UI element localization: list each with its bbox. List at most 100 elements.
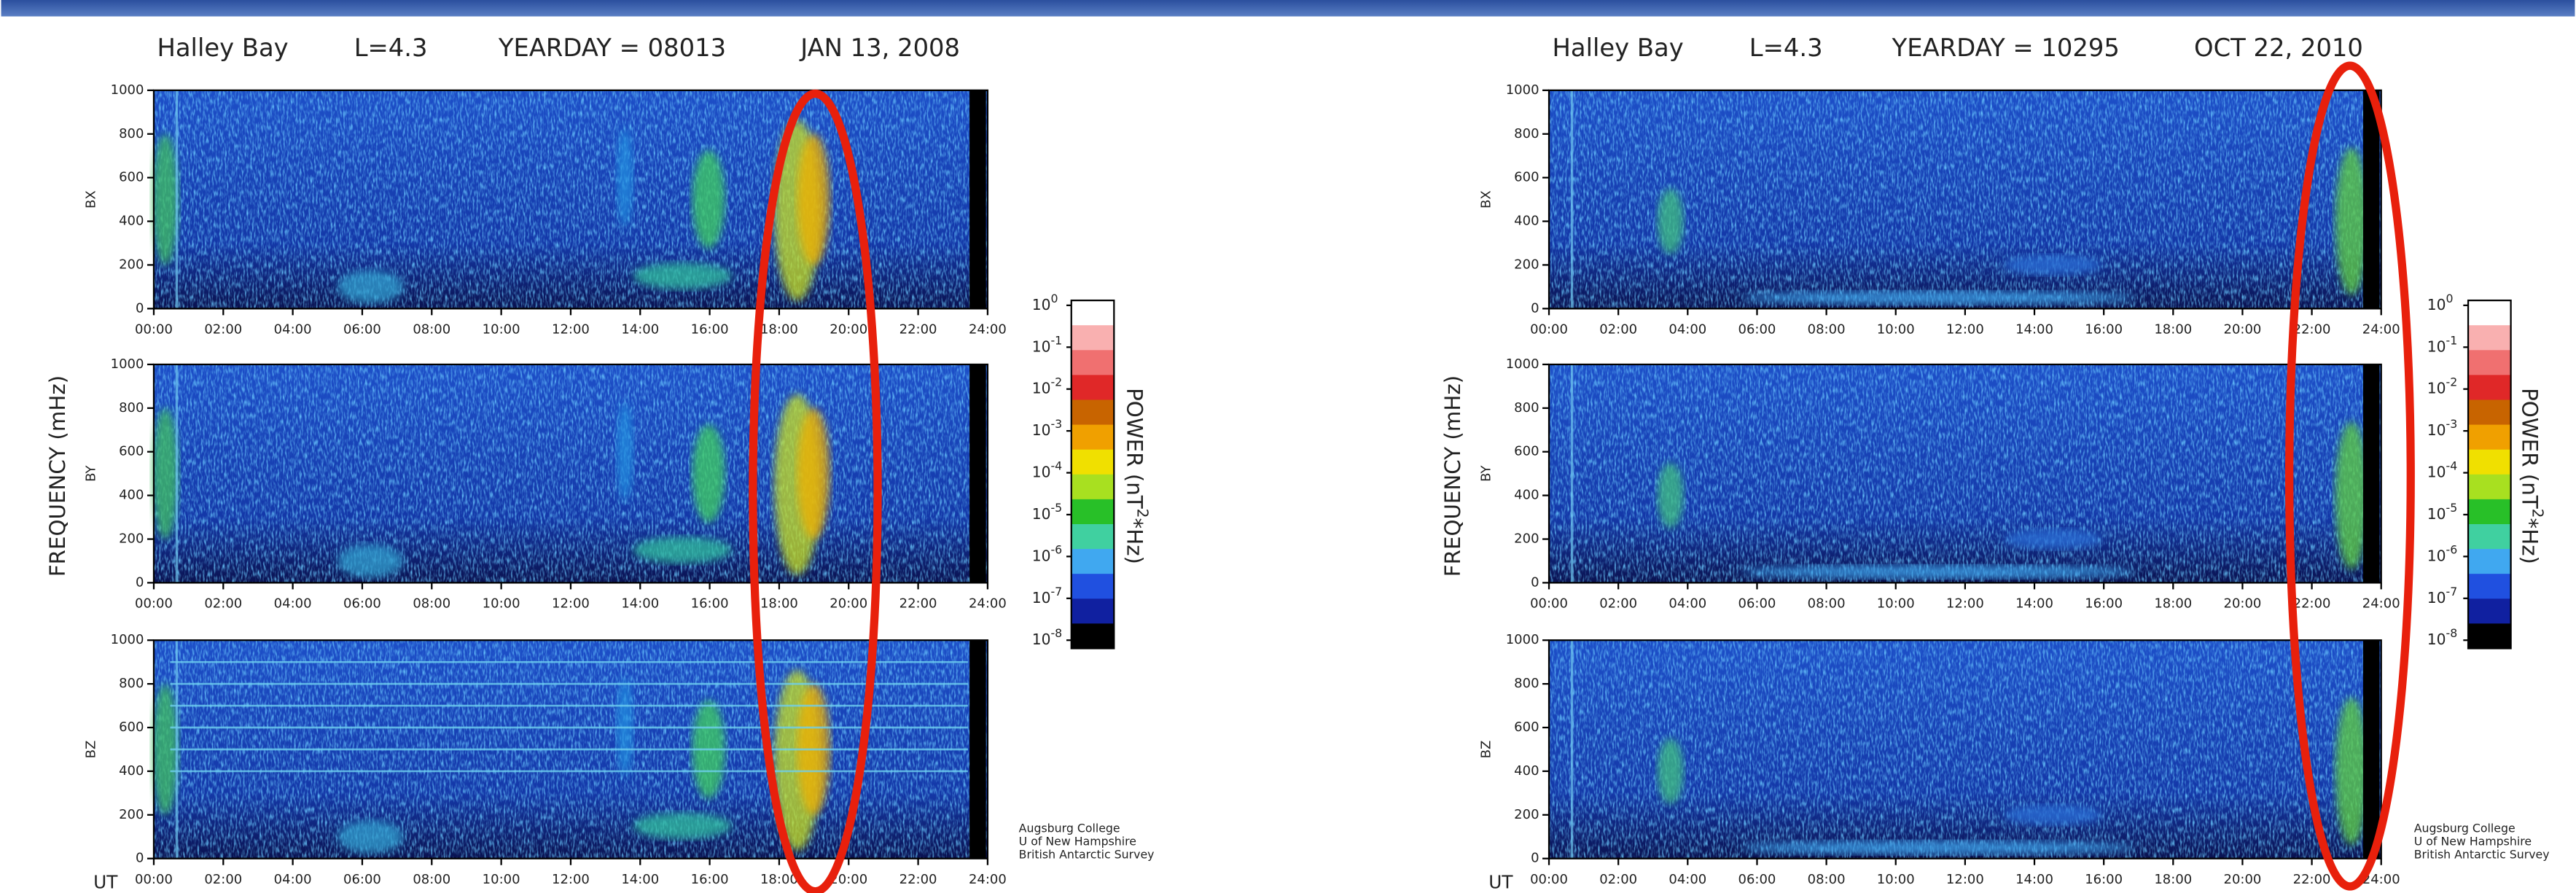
x-tick-label: 00:00 <box>1530 872 1568 887</box>
x-tick-label: 12:00 <box>1946 872 1984 887</box>
y-axis-label: FREQUENCY (mHz) <box>1440 375 1465 577</box>
x-tick-label: 24:00 <box>969 596 1007 612</box>
x-tick-label: 08:00 <box>1808 596 1846 612</box>
x-tick-label: 20:00 <box>2224 872 2262 887</box>
colorbar-tick-exponent: -7 <box>2446 584 2458 598</box>
x-tick-label: 10:00 <box>483 596 520 612</box>
colorbar-tick-base: 10 <box>2427 379 2446 397</box>
colorbar-tick-exponent: -6 <box>1050 542 1062 556</box>
emission-blob <box>2003 529 2102 550</box>
x-tick-label: 10:00 <box>1877 872 1915 887</box>
colorbar-band <box>1071 574 1115 599</box>
emission-blob <box>2003 805 2102 825</box>
colorbar-frame <box>1070 299 1115 650</box>
y-tick-label: 200 <box>119 257 144 272</box>
colorbar-tick-label: 10-6 <box>1032 542 1063 564</box>
x-tick-label: 10:00 <box>1877 322 1915 338</box>
colorbar-tick-base: 10 <box>2427 547 2446 564</box>
x-tick-label: 12:00 <box>552 596 590 612</box>
component-label: BY <box>83 464 98 481</box>
colorbar-tick-exponent: -8 <box>2446 626 2458 640</box>
colorbar-tick-exponent: -2 <box>2446 375 2458 389</box>
x-tick-label: 02:00 <box>1599 872 1637 887</box>
x-tick-label: 20:00 <box>830 322 867 338</box>
colorbar-band <box>2468 598 2511 625</box>
colorbar-tick-base: 10 <box>2427 631 2446 648</box>
colorbar-tick-exponent: -6 <box>2446 542 2458 556</box>
colorbar-tick-exponent: 0 <box>2446 291 2454 305</box>
x-tick-label: 10:00 <box>1877 596 1915 612</box>
emission-blob <box>633 537 732 564</box>
y-tick-label: 200 <box>1514 257 1539 272</box>
x-tick-label: 22:00 <box>899 596 937 612</box>
data-gap <box>2362 640 2380 859</box>
x-tick-label: 06:00 <box>1738 872 1776 887</box>
colorbar-tick-exponent: -8 <box>1050 626 1062 640</box>
colorbar-label: POWER (nT2*Hz) <box>1123 388 1152 564</box>
colorbar-tick-label: 10-3 <box>1032 417 1063 439</box>
colorbar-band <box>2468 325 2511 351</box>
colorbar-tick-label: 10-1 <box>1032 333 1063 355</box>
colorbar-label-sup: 2 <box>2529 509 2547 518</box>
colorbar-label-end: *Hz) <box>2518 518 2542 564</box>
colorbar-tick-base: 10 <box>1032 463 1051 480</box>
x-tick-label: 02:00 <box>1599 596 1637 612</box>
x-tick-label: 14:00 <box>2015 596 2053 612</box>
colorbar-tick-exponent: 0 <box>1050 291 1058 305</box>
colorbar-tick-base: 10 <box>2427 504 2446 522</box>
x-tick-label: 20:00 <box>830 872 867 887</box>
x-tick-label: 14:00 <box>621 872 659 887</box>
y-tick-label: 400 <box>119 214 144 229</box>
colorbar-band <box>2468 300 2511 326</box>
y-tick-label: 800 <box>119 400 144 416</box>
data-gap <box>969 364 986 583</box>
x-tick-label: 24:00 <box>2362 322 2400 338</box>
emission-blob <box>616 402 633 502</box>
credit-line: Augsburg College <box>2414 822 2515 835</box>
colorbar-tick-label: 10-8 <box>2427 626 2458 648</box>
y-tick-label: 200 <box>1514 807 1539 822</box>
x-tick-label: 16:00 <box>2085 872 2123 887</box>
x-tick-label: 06:00 <box>343 872 381 887</box>
highlight-oval <box>749 89 882 893</box>
x-tick-label: 04:00 <box>1668 322 1706 338</box>
colorbar-tick-base: 10 <box>2427 588 2446 606</box>
x-tick-label: 14:00 <box>621 322 659 338</box>
y-tick-label: 1000 <box>1506 82 1539 98</box>
colorbar-band <box>2468 523 2511 550</box>
colorbar-band <box>1071 300 1115 326</box>
y-tick-label: 800 <box>1514 126 1539 141</box>
colorbar-tick-label: 10-7 <box>2427 584 2458 606</box>
emission-blob <box>337 544 404 577</box>
y-tick-label: 600 <box>1514 170 1539 185</box>
colorbar-tick-label: 10-5 <box>1032 500 1063 522</box>
colorbar-band <box>2468 375 2511 401</box>
x-tick-label: 10:00 <box>483 322 520 338</box>
x-tick-label: 20:00 <box>830 596 867 612</box>
component-label: BY <box>1478 464 1494 481</box>
y-tick-label: 400 <box>1514 214 1539 229</box>
y-tick-label: 1000 <box>1506 632 1539 647</box>
colorbar-tick-base: 10 <box>1032 504 1051 522</box>
x-tick-label: 24:00 <box>969 322 1007 338</box>
x-tick-label: 06:00 <box>343 596 381 612</box>
x-tick-label: 00:00 <box>1530 596 1568 612</box>
component-label: BX <box>83 190 98 208</box>
title-yearday: YEARDAY = 10295 <box>1892 34 2120 62</box>
spectrogram-noise <box>1549 640 2381 859</box>
x-tick-label: 08:00 <box>413 872 450 887</box>
x-tick-label: 10:00 <box>483 872 520 887</box>
colorbar-tick-base: 10 <box>1032 295 1051 313</box>
y-tick-label: 600 <box>119 720 144 735</box>
x-tick-label: 04:00 <box>1668 596 1706 612</box>
x-tick-label: 14:00 <box>2015 322 2053 338</box>
y-tick-label: 0 <box>136 300 144 316</box>
y-tick-label: 800 <box>119 126 144 141</box>
x-tick-label: 12:00 <box>1946 596 1984 612</box>
colorbar-band <box>1071 499 1115 525</box>
emission-blob <box>2003 254 2102 275</box>
y-tick-label: 1000 <box>111 632 144 647</box>
colorbar-band <box>2468 474 2511 500</box>
credit-line: U of New Hampshire <box>1019 835 1136 849</box>
